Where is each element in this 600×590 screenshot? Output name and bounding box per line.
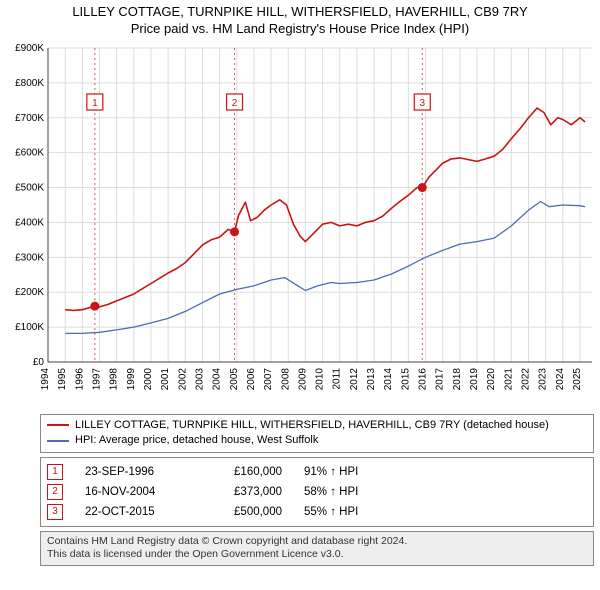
- footer-line-2: This data is licensed under the Open Gov…: [47, 548, 587, 562]
- svg-text:2002: 2002: [177, 367, 188, 390]
- legend-label: HPI: Average price, detached house, West…: [75, 433, 318, 448]
- svg-text:1996: 1996: [74, 367, 85, 390]
- svg-text:2016: 2016: [418, 367, 429, 390]
- legend-row: HPI: Average price, detached house, West…: [47, 433, 587, 448]
- transaction-row: 1 23-SEP-1996 £160,000 91% ↑ HPI: [47, 462, 587, 482]
- svg-text:2019: 2019: [469, 367, 480, 390]
- svg-text:2013: 2013: [366, 367, 377, 390]
- transaction-marker: 2: [47, 484, 63, 500]
- legend-row: LILLEY COTTAGE, TURNPIKE HILL, WITHERSFI…: [47, 418, 587, 433]
- svg-text:2022: 2022: [521, 367, 532, 390]
- chart-svg: £0 £100K £200K £300K £400K £500K £600K £700K £80…: [0, 40, 600, 410]
- transaction-marker: 1: [47, 464, 63, 480]
- transaction-row: 2 16-NOV-2004 £373,000 58% ↑ HPI: [47, 482, 587, 502]
- svg-text:1999: 1999: [126, 367, 137, 390]
- svg-text:3: 3: [419, 98, 425, 109]
- svg-text:2: 2: [232, 98, 238, 109]
- title-line-2: Price paid vs. HM Land Registry's House …: [2, 21, 598, 38]
- svg-text:£100K: £100K: [15, 322, 44, 333]
- footer: Contains HM Land Registry data © Crown c…: [40, 531, 594, 566]
- transaction-marker: 3: [47, 504, 63, 520]
- footer-line-1: Contains HM Land Registry data © Crown c…: [47, 535, 587, 549]
- title-line-1: LILLEY COTTAGE, TURNPIKE HILL, WITHERSFI…: [2, 4, 598, 21]
- transaction-date: 16-NOV-2004: [85, 486, 180, 498]
- legend: LILLEY COTTAGE, TURNPIKE HILL, WITHERSFI…: [40, 414, 594, 453]
- svg-text:1997: 1997: [91, 367, 102, 390]
- svg-text:2010: 2010: [315, 367, 326, 390]
- chart-container: LILLEY COTTAGE, TURNPIKE HILL, WITHERSFI…: [0, 0, 600, 566]
- svg-text:1995: 1995: [57, 367, 68, 390]
- svg-text:2003: 2003: [194, 367, 205, 390]
- svg-text:2011: 2011: [332, 367, 343, 389]
- svg-text:2017: 2017: [435, 367, 446, 390]
- svg-text:£600K: £600K: [15, 147, 44, 158]
- transaction-delta: 55% ↑ HPI: [304, 506, 358, 518]
- transaction-date: 23-SEP-1996: [85, 466, 180, 478]
- svg-text:£700K: £700K: [15, 113, 44, 124]
- svg-text:£300K: £300K: [15, 252, 44, 263]
- line-chart: £0 £100K £200K £300K £400K £500K £600K £700K £80…: [0, 40, 600, 410]
- svg-text:£900K: £900K: [15, 43, 44, 54]
- svg-text:2021: 2021: [503, 367, 514, 390]
- svg-text:1: 1: [92, 98, 98, 109]
- transaction-price: £373,000: [202, 486, 282, 498]
- svg-text:2023: 2023: [538, 367, 549, 390]
- svg-text:£400K: £400K: [15, 217, 44, 228]
- svg-text:2005: 2005: [229, 367, 240, 390]
- svg-text:£500K: £500K: [15, 182, 44, 193]
- svg-text:£0: £0: [33, 357, 45, 368]
- svg-text:2004: 2004: [212, 367, 223, 390]
- svg-text:2009: 2009: [297, 367, 308, 390]
- transaction-delta: 91% ↑ HPI: [304, 466, 358, 478]
- transaction-date: 22-OCT-2015: [85, 506, 180, 518]
- title-block: LILLEY COTTAGE, TURNPIKE HILL, WITHERSFI…: [0, 0, 600, 40]
- svg-text:1994: 1994: [40, 367, 51, 390]
- svg-text:2018: 2018: [452, 367, 463, 390]
- svg-text:2014: 2014: [383, 367, 394, 390]
- legend-label: LILLEY COTTAGE, TURNPIKE HILL, WITHERSFI…: [75, 418, 549, 433]
- transaction-price: £160,000: [202, 466, 282, 478]
- legend-swatch: [47, 440, 69, 442]
- transaction-table: 1 23-SEP-1996 £160,000 91% ↑ HPI 2 16-NOV-200…: [40, 457, 594, 527]
- svg-text:2001: 2001: [160, 367, 171, 390]
- svg-text:2025: 2025: [572, 367, 583, 390]
- svg-text:2008: 2008: [280, 367, 291, 390]
- transaction-price: £500,000: [202, 506, 282, 518]
- transaction-delta: 58% ↑ HPI: [304, 486, 358, 498]
- svg-text:1998: 1998: [109, 367, 120, 390]
- legend-swatch: [47, 424, 69, 426]
- svg-text:2007: 2007: [263, 367, 274, 390]
- svg-text:2006: 2006: [246, 367, 257, 390]
- svg-text:2000: 2000: [143, 367, 154, 390]
- svg-text:£800K: £800K: [15, 78, 44, 89]
- transaction-row: 3 22-OCT-2015 £500,000 55% ↑ HPI: [47, 502, 587, 522]
- svg-text:2012: 2012: [349, 367, 360, 390]
- svg-text:2020: 2020: [486, 367, 497, 390]
- svg-text:2015: 2015: [400, 367, 411, 390]
- svg-text:£200K: £200K: [15, 287, 44, 298]
- svg-text:2024: 2024: [555, 367, 566, 390]
